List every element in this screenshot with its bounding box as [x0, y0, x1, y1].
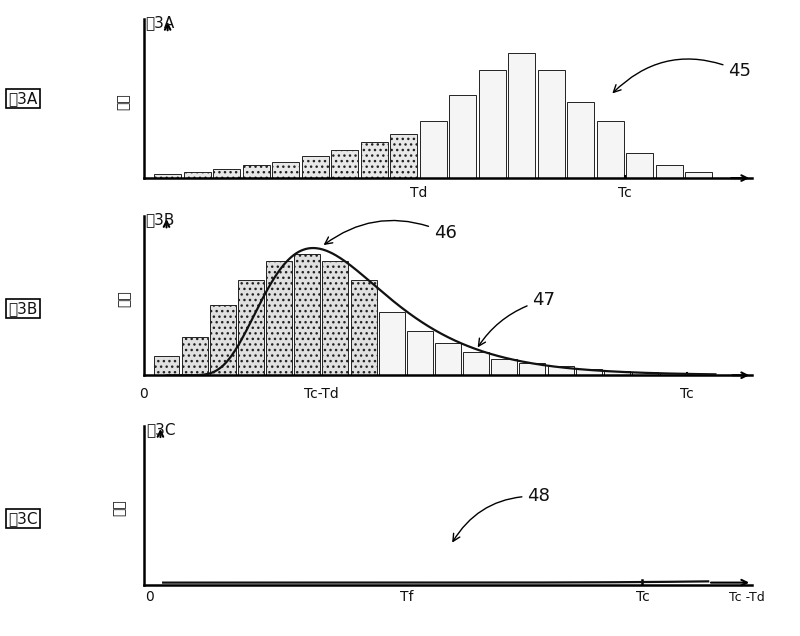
Text: 频数: 频数: [118, 291, 131, 307]
Bar: [266, 261, 292, 375]
Bar: [183, 172, 210, 178]
Bar: [272, 162, 299, 178]
Bar: [154, 356, 179, 375]
Bar: [604, 371, 630, 375]
Text: Tc -Td: Tc -Td: [729, 591, 764, 604]
Text: 46: 46: [325, 221, 457, 244]
Bar: [435, 343, 461, 375]
Bar: [478, 70, 506, 178]
Bar: [686, 172, 713, 178]
Bar: [576, 369, 602, 375]
Bar: [361, 142, 388, 178]
Bar: [294, 254, 320, 375]
Text: Tf: Tf: [400, 590, 414, 604]
Bar: [350, 280, 377, 375]
Bar: [567, 102, 594, 178]
Text: 频数: 频数: [112, 499, 126, 516]
Bar: [331, 150, 358, 178]
Bar: [626, 153, 654, 178]
Bar: [519, 363, 546, 375]
Text: 45: 45: [614, 59, 751, 92]
Text: 图3B: 图3B: [146, 212, 174, 228]
Bar: [420, 121, 447, 178]
Bar: [238, 280, 264, 375]
Text: Tc: Tc: [635, 590, 650, 604]
Text: 47: 47: [478, 291, 555, 346]
Bar: [407, 331, 433, 375]
Bar: [210, 305, 236, 375]
Bar: [449, 95, 476, 178]
Text: Tc: Tc: [618, 186, 632, 200]
Bar: [548, 366, 574, 375]
Bar: [322, 261, 348, 375]
Bar: [538, 70, 565, 178]
Text: Tc-Td: Tc-Td: [304, 387, 338, 401]
Bar: [463, 352, 489, 375]
Bar: [491, 359, 518, 375]
Bar: [154, 174, 181, 178]
Bar: [213, 169, 240, 178]
Text: 图3A: 图3A: [8, 91, 38, 106]
Text: Tc: Tc: [680, 387, 694, 401]
Text: 0: 0: [145, 590, 154, 604]
Text: 图3C: 图3C: [8, 511, 38, 526]
Text: 48: 48: [453, 487, 550, 541]
Bar: [390, 134, 418, 178]
Text: 0: 0: [140, 387, 148, 401]
Bar: [302, 156, 329, 178]
Bar: [378, 312, 405, 375]
Text: 频数: 频数: [116, 93, 130, 110]
Text: 图3A: 图3A: [146, 15, 174, 31]
Text: 图3C: 图3C: [146, 422, 176, 438]
Bar: [242, 165, 270, 178]
Bar: [597, 121, 624, 178]
Bar: [182, 337, 208, 375]
Text: 图3B: 图3B: [8, 301, 38, 316]
Text: Td: Td: [410, 186, 427, 200]
Bar: [660, 373, 686, 375]
Bar: [688, 374, 714, 375]
Bar: [632, 372, 658, 375]
Bar: [656, 165, 683, 178]
Bar: [508, 53, 535, 178]
